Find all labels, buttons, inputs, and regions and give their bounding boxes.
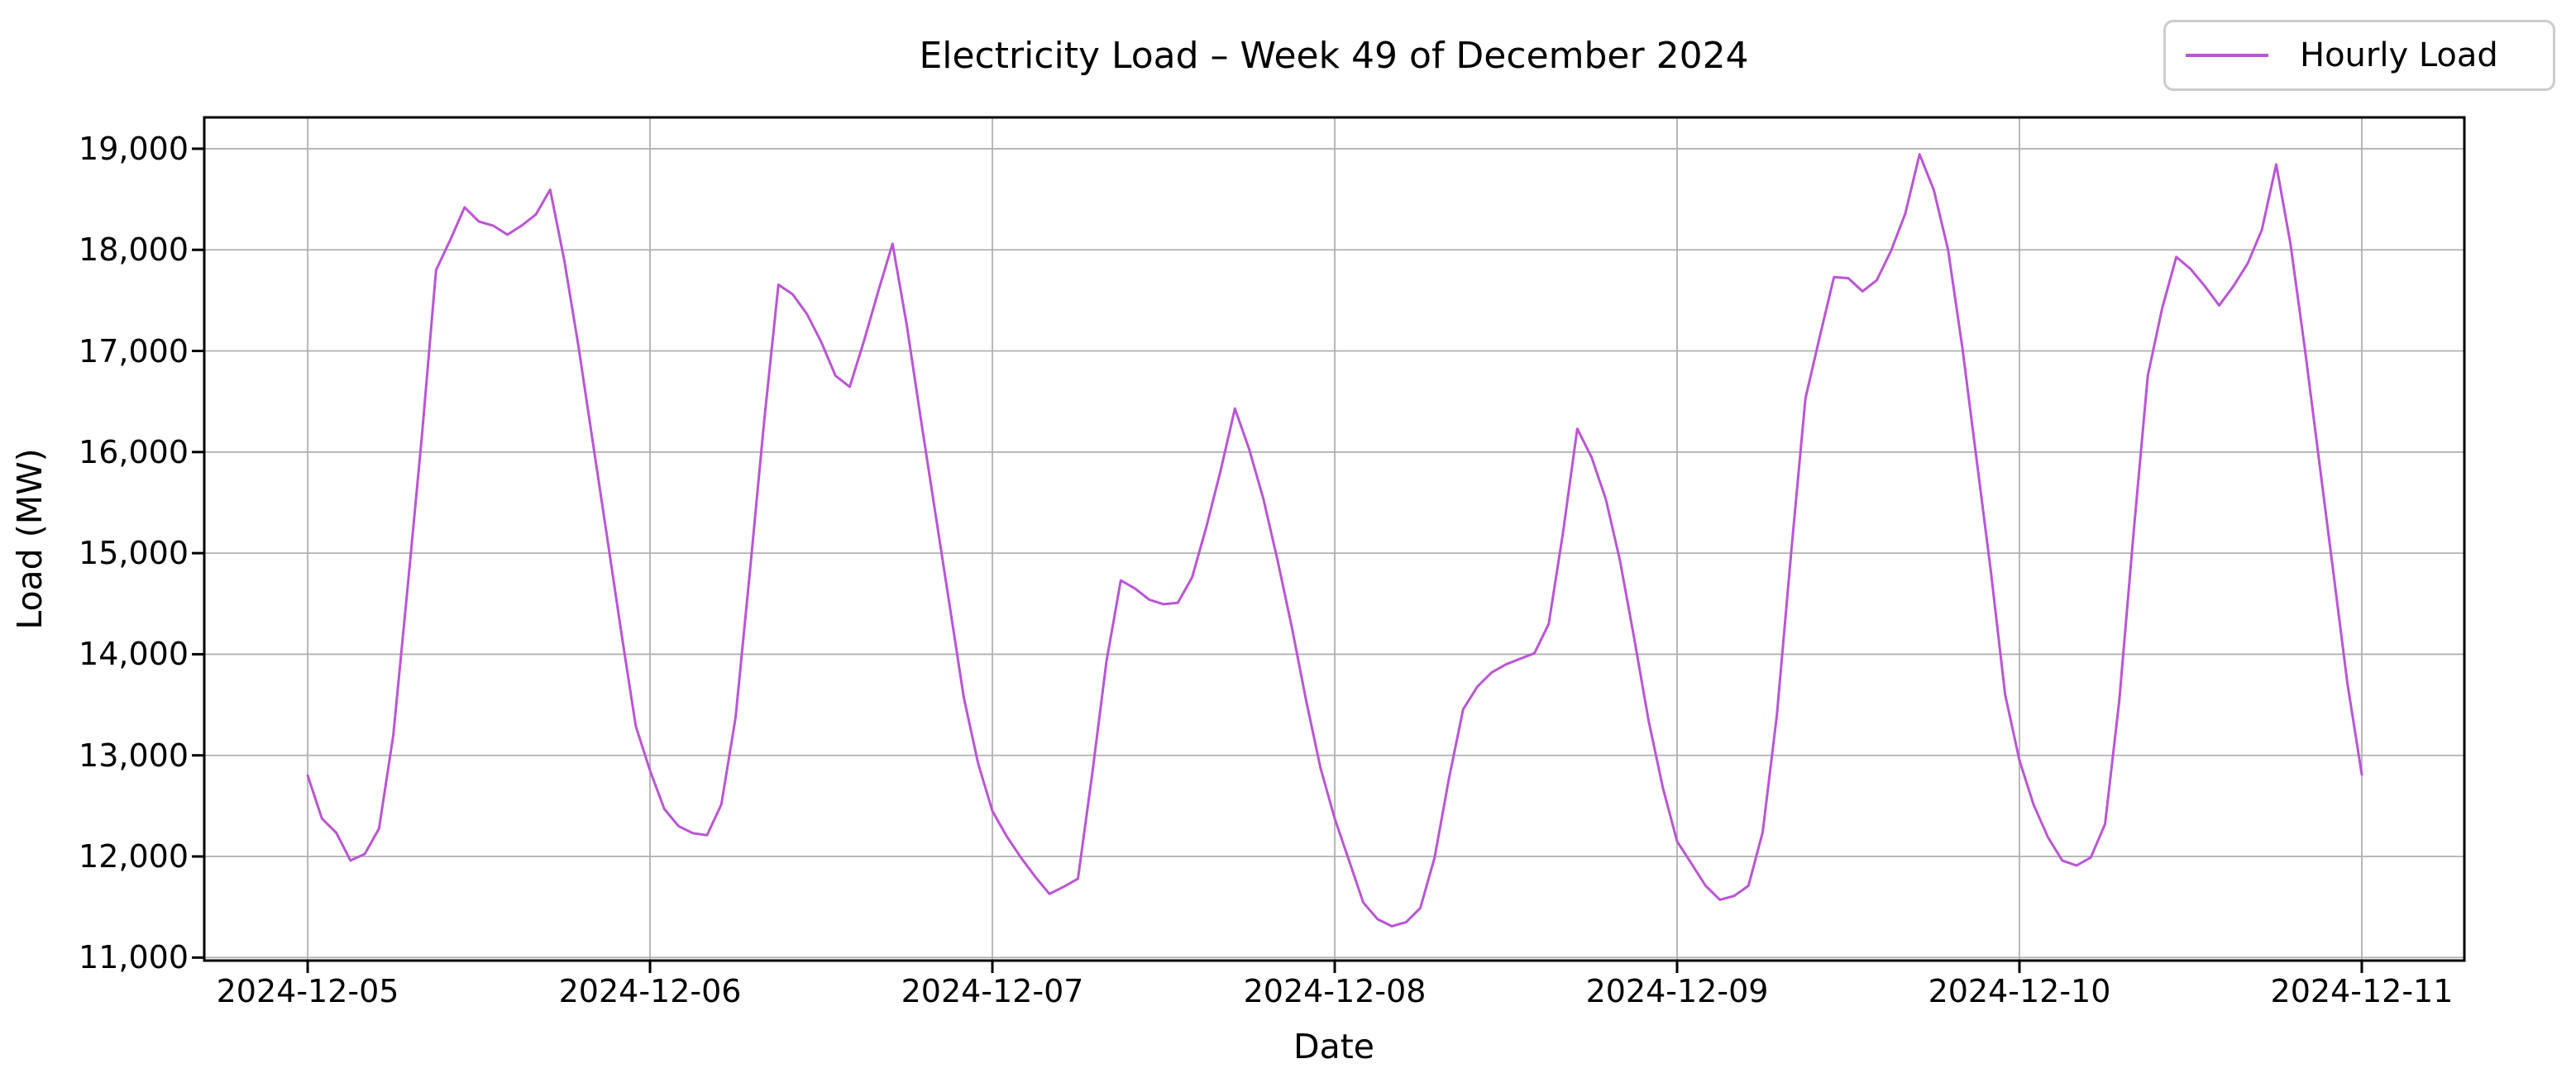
y-tick-label: 17,000 <box>79 332 189 370</box>
x-tick-label: 2024-12-08 <box>1243 973 1427 1009</box>
y-tick-label: 16,000 <box>79 433 189 470</box>
x-tick-label: 2024-12-11 <box>2270 973 2454 1009</box>
load-series-line <box>306 153 2363 928</box>
y-tick-label: 18,000 <box>79 231 189 269</box>
x-axis-label: Date <box>1293 1027 1374 1066</box>
y-tick-label: 13,000 <box>79 737 189 774</box>
y-tick-label: 14,000 <box>79 636 189 673</box>
legend: Hourly Load <box>2163 20 2555 91</box>
x-tick-label: 2024-12-09 <box>1585 973 1769 1009</box>
x-tick-label: 2024-12-05 <box>216 973 399 1009</box>
y-tick-label: 19,000 <box>79 130 189 167</box>
chart-title: Electricity Load – Week 49 of December 2… <box>919 35 1749 77</box>
x-tick-label: 2024-12-10 <box>1928 973 2111 1009</box>
legend-label: Hourly Load <box>2300 36 2498 74</box>
y-tick-label: 11,000 <box>79 939 189 976</box>
y-tick-label: 12,000 <box>79 838 189 875</box>
legend-line-sample-icon <box>2186 54 2268 57</box>
x-tick-label: 2024-12-06 <box>558 973 742 1009</box>
x-tick-label: 2024-12-07 <box>901 973 1084 1009</box>
y-tick-label: 15,000 <box>79 535 189 572</box>
